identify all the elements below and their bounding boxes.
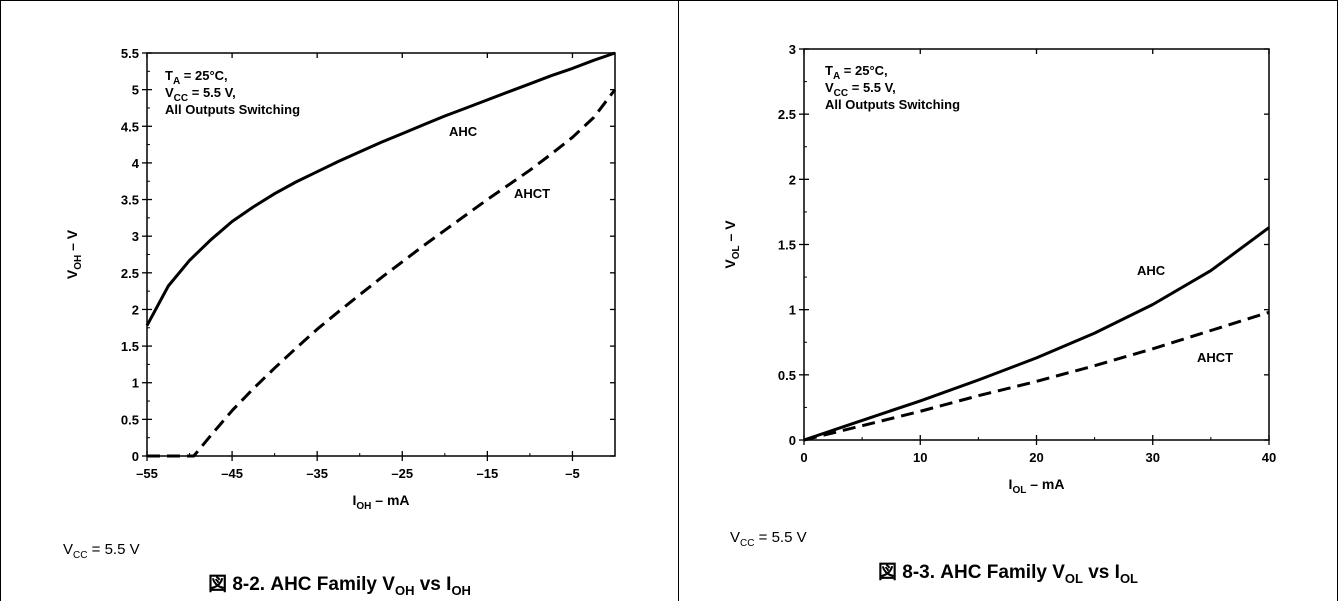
y-tick-label: 3 [132, 229, 139, 244]
conditions-line: VCC = 5.5 V, [165, 85, 236, 104]
y-tick-label: 3.5 [121, 193, 139, 208]
x-axis-title: IOL – mA [1009, 476, 1065, 496]
series-label-ahct: AHCT [1197, 350, 1233, 365]
vcc-note: VCC = 5.5 V [730, 529, 807, 549]
x-tick-label: –25 [391, 466, 413, 481]
figure-caption: 図 8-2. AHC Family VOH vs IOH [208, 574, 471, 598]
y-tick-label: 0 [789, 433, 796, 448]
y-tick-label: 2.5 [121, 266, 139, 281]
y-tick-label: 0.5 [778, 368, 796, 383]
series-label-ahct: AHCT [514, 186, 550, 201]
y-tick-label: 2 [789, 172, 796, 187]
right-figure-cell: 0 0.5 1 1.5 2 2.5 3 0 10 20 30 40 AHC AHCT TA = 25°C, V… [679, 0, 1338, 601]
x-axis-title: IOH – mA [352, 492, 409, 512]
series-line-ahc [145, 51, 616, 327]
series-label-ahc: AHC [449, 124, 478, 139]
voh-vs-ioh-chart: 0 0.5 1 1.5 2 2.5 3 3.5 4 4.5 5 5.5 –55 –45 –35 –25 –15 –… [64, 46, 617, 512]
y-tick-label: 0 [132, 449, 139, 464]
x-tick-label: –35 [306, 466, 328, 481]
x-tick-label: 30 [1146, 450, 1160, 465]
y-tick-label: 1.5 [778, 238, 796, 253]
series-line-ahct [803, 310, 1270, 442]
y-axis-title: VOH – V [64, 229, 84, 279]
y-tick-label: 4.5 [121, 119, 139, 134]
series-label-ahc: AHC [1137, 263, 1166, 278]
x-tick-label: 10 [913, 450, 927, 465]
y-tick-label: 1 [789, 303, 796, 318]
x-tick-label: 20 [1029, 450, 1043, 465]
conditions-line: All Outputs Switching [825, 97, 960, 112]
conditions-line: VCC = 5.5 V, [825, 80, 896, 99]
y-tick-label: 1 [132, 376, 139, 391]
vcc-note: VCC = 5.5 V [63, 541, 140, 561]
x-tick-label: –5 [565, 466, 579, 481]
y-tick-label: 4 [132, 156, 140, 171]
conditions-line: TA = 25°C, [825, 63, 888, 82]
y-tick-label: 2.5 [778, 107, 796, 122]
y-tick-label: 5 [132, 83, 139, 98]
series-line-ahc [803, 226, 1270, 442]
figure-caption: 図 8-3. AHC Family VOL vs IOL [878, 562, 1138, 586]
x-tick-label: 40 [1262, 450, 1276, 465]
y-tick-label: 2 [132, 302, 139, 317]
conditions-line: TA = 25°C, [165, 68, 228, 87]
left-figure-cell: 0 0.5 1 1.5 2 2.5 3 3.5 4 4.5 5 5.5 –55 –45 –35 –25 –15 –… [0, 0, 679, 601]
y-axis-title: VOL – V [722, 220, 742, 269]
series-line-ahct [147, 88, 617, 458]
conditions-line: All Outputs Switching [165, 102, 300, 117]
y-tick-label: 3 [789, 42, 796, 57]
x-tick-label: –45 [221, 466, 243, 481]
y-tick-label: 1.5 [121, 339, 139, 354]
x-tick-label: –55 [136, 466, 158, 481]
y-tick-label: 5.5 [121, 46, 139, 61]
y-tick-label: 0.5 [121, 412, 139, 427]
x-tick-label: 0 [800, 450, 807, 465]
x-tick-label: –15 [477, 466, 499, 481]
